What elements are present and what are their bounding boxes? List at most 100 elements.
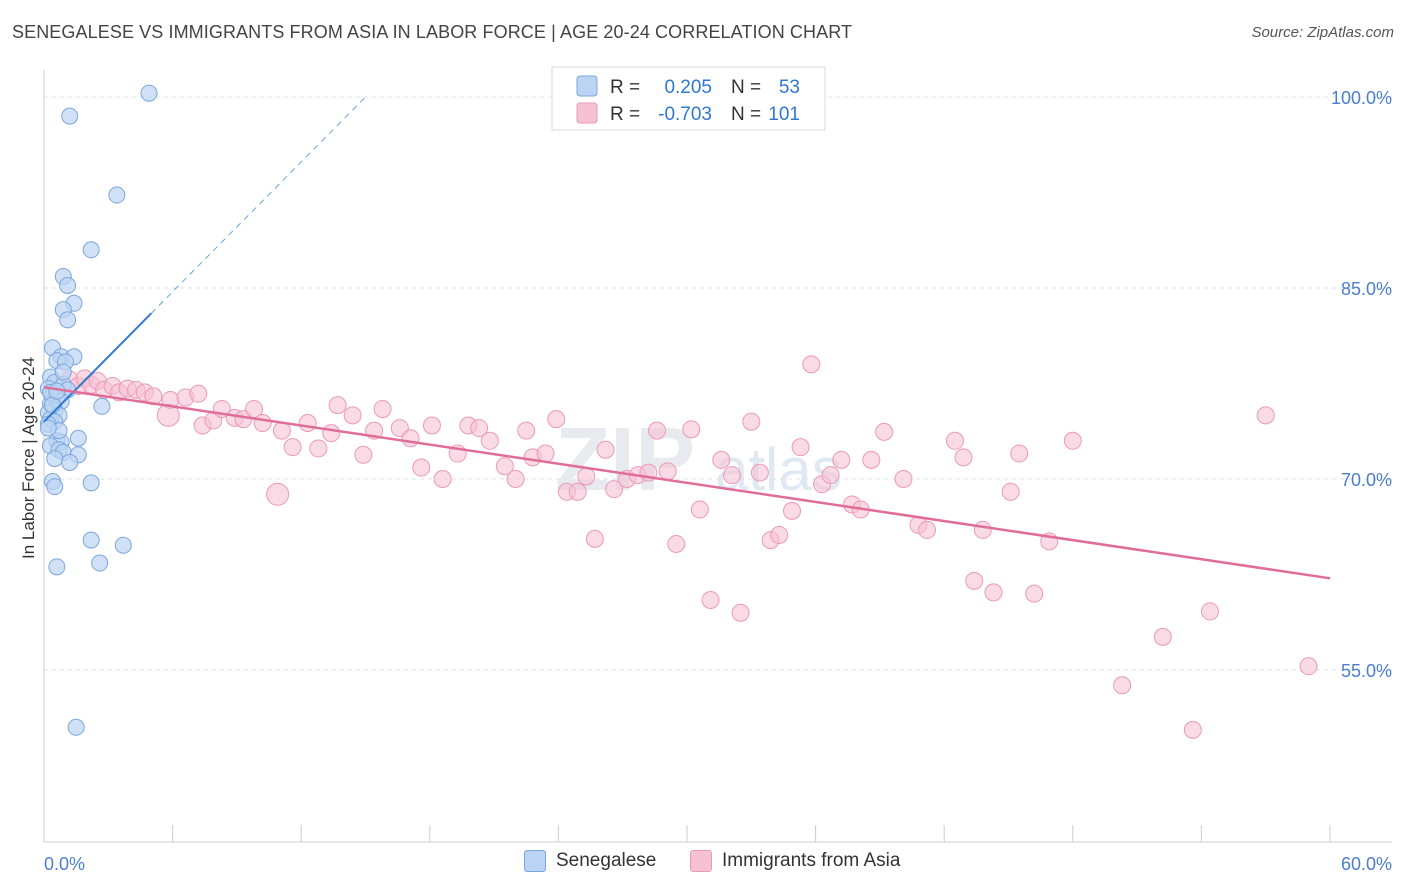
data-point-asia (1200, 602, 1219, 621)
bottom-legend: Senegalese Immigrants from Asia (0, 850, 1406, 880)
data-point-asia (783, 501, 802, 520)
legend-swatch-asia (576, 102, 598, 124)
chart-title: SENEGALESE VS IMMIGRANTS FROM ASIA IN LA… (12, 22, 853, 42)
data-point-asia (690, 500, 709, 519)
data-point-asia (433, 470, 452, 488)
data-point-asia (701, 590, 720, 609)
stats-legend: R = 0.205 N = 53 R = -0.703 N = 101 (551, 66, 826, 131)
legend-item-senegalese[interactable]: Senegalese (524, 850, 656, 872)
data-point-senegalese (108, 186, 126, 204)
data-point-asia (343, 406, 362, 425)
data-point-asia (547, 410, 566, 429)
data-point-senegalese (140, 84, 158, 102)
data-point-asia (1113, 676, 1132, 695)
data-point-asia (517, 421, 536, 440)
data-point-asia (965, 571, 984, 590)
legend-swatch-senegalese (576, 75, 598, 97)
axes (43, 70, 1392, 843)
data-point-asia (1183, 720, 1202, 739)
legend-r-label-1: R = (610, 77, 640, 98)
data-point-asia (536, 444, 555, 463)
data-point-senegalese (82, 241, 100, 259)
data-point-asia (862, 450, 881, 469)
legend-swatch-senegalese-bottom (524, 850, 546, 872)
data-point-senegalese (59, 311, 77, 329)
legend-r-value-2: -0.703 (658, 104, 712, 125)
data-point-asia (1063, 431, 1082, 450)
legend-r-value-1: 0.205 (664, 77, 712, 98)
data-point-asia (422, 416, 441, 435)
data-point-asia (596, 440, 615, 459)
data-point-asia (506, 470, 525, 488)
data-point-asia (667, 534, 686, 553)
data-point-senegalese (46, 478, 64, 496)
data-point-asia (373, 399, 392, 418)
data-point-senegalese (44, 396, 62, 414)
data-point-asia (742, 412, 761, 431)
data-point-senegalese (82, 474, 100, 492)
senegalese-points (39, 84, 158, 736)
y-tick-labels: 55.0% 70.0% 85.0% 100.0% (1331, 88, 1392, 681)
data-point-asia (470, 419, 489, 438)
legend-n-value-2: 101 (768, 104, 800, 125)
data-point-senegalese (82, 531, 100, 549)
legend-r-label-2: R = (610, 104, 640, 125)
data-point-senegalese (69, 429, 87, 447)
data-point-asia (731, 603, 750, 622)
data-point-asia (1010, 444, 1029, 463)
data-point-asia (791, 438, 810, 457)
data-point-senegalese (61, 453, 79, 471)
legend-n-label-2: N = (731, 104, 761, 125)
data-point-asia (156, 403, 180, 427)
data-point-senegalese (54, 363, 72, 381)
y-tick-label: 100.0% (1331, 88, 1392, 108)
y-axis-title: In Labor Force | Age 20-24 (19, 357, 38, 559)
trend-line-senegalese-extension (150, 96, 366, 314)
data-point-asia (832, 450, 851, 469)
data-point-asia (412, 458, 431, 477)
legend-item-asia[interactable]: Immigrants from Asia (690, 850, 900, 872)
y-tick-label: 70.0% (1341, 470, 1392, 490)
data-point-asia (945, 431, 964, 450)
data-point-asia (682, 420, 701, 439)
legend-swatch-asia-bottom (690, 850, 712, 872)
data-point-asia (585, 529, 604, 548)
trend-line-asia (43, 386, 1331, 580)
trend-lines (43, 96, 1331, 580)
legend-n-label-1: N = (731, 77, 761, 98)
data-point-asia (770, 526, 789, 545)
data-point-senegalese (67, 718, 85, 736)
data-point-asia (894, 470, 913, 488)
y-tick-label: 55.0% (1341, 661, 1392, 681)
data-point-senegalese (91, 554, 109, 572)
data-point-asia (723, 466, 742, 485)
data-point-senegalese (114, 536, 132, 554)
data-point-asia (1025, 584, 1044, 603)
data-point-asia (495, 457, 514, 476)
data-point-asia (1153, 627, 1172, 646)
data-point-asia (322, 424, 341, 443)
gridlines (44, 96, 1392, 671)
data-point-asia (480, 431, 499, 450)
data-point-asia (954, 448, 973, 467)
data-point-asia (577, 467, 596, 486)
data-point-asia (298, 413, 317, 432)
data-point-asia (1256, 406, 1275, 425)
x-tick-label-max: 60.0% (1341, 854, 1392, 874)
data-point-asia (712, 450, 731, 469)
data-point-asia (401, 429, 420, 448)
data-point-senegalese (48, 558, 66, 576)
data-point-asia (266, 482, 290, 506)
data-point-asia (189, 384, 208, 403)
legend-label-asia: Immigrants from Asia (722, 850, 901, 871)
data-point-senegalese (59, 276, 77, 294)
data-point-asia (918, 520, 937, 539)
data-point-asia (354, 445, 373, 464)
legend-label-senegalese: Senegalese (556, 850, 657, 871)
data-point-asia (253, 413, 272, 432)
data-point-asia (283, 438, 302, 457)
data-point-asia (568, 482, 587, 501)
data-point-asia (984, 583, 1003, 602)
data-point-asia (605, 480, 624, 499)
